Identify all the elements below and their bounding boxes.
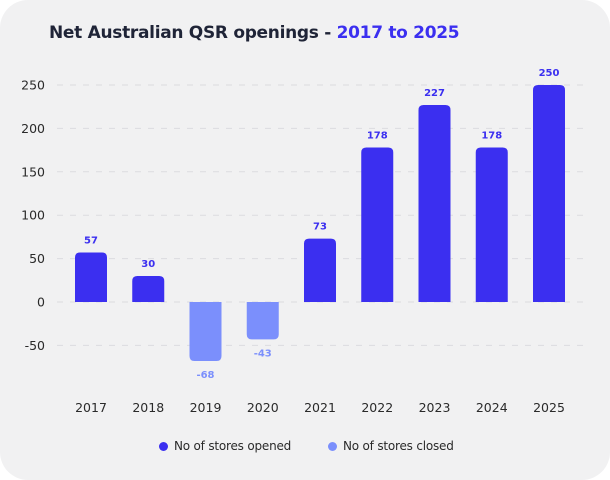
data-label-2022: 178	[367, 130, 388, 141]
x-tick-label: 2024	[476, 400, 508, 415]
x-tick-label: 2022	[361, 400, 393, 415]
data-label-2019: -68	[196, 370, 214, 381]
chart-title: Net Australian QSR openings - 2017 to 20…	[49, 23, 460, 43]
data-label-2025: 250	[539, 68, 560, 79]
legend-dot-opened-icon	[159, 441, 168, 451]
y-axis: 250 200 150 100 50 0 -50	[21, 78, 45, 353]
x-axis: 2017 2018 2019 2020 2021 2022 2023 2024 2025	[75, 400, 565, 415]
y-tick-label: 0	[37, 295, 45, 310]
chart-title-main: Net Australian QSR openings -	[49, 23, 337, 43]
x-tick-label: 2025	[533, 400, 565, 415]
bar-2020[interactable]	[246, 302, 279, 340]
chart-title-accent: 2017 to 2025	[336, 23, 460, 43]
data-label-2021: 73	[313, 222, 327, 233]
x-tick-label: 2023	[419, 400, 451, 415]
legend-label-opened: No of stores opened	[174, 439, 292, 453]
x-tick-label: 2019	[190, 400, 222, 415]
y-tick-label: -50	[25, 338, 45, 353]
bar-2019[interactable]	[189, 302, 222, 362]
x-tick-label: 2018	[132, 400, 164, 415]
data-label-2020: -43	[254, 348, 272, 359]
legend-item-opened[interactable]: No of stores opened	[159, 439, 291, 453]
bar-2021[interactable]	[304, 238, 336, 302]
legend: No of stores opened No of stores closed	[0, 439, 610, 457]
y-tick-label: 200	[21, 121, 45, 136]
data-label-2018: 30	[141, 259, 155, 270]
bars	[75, 85, 565, 362]
gridlines	[57, 84, 588, 346]
legend-item-closed[interactable]: No of stores closed	[328, 439, 454, 453]
bar-2024[interactable]	[475, 147, 508, 302]
bar-2017[interactable]	[75, 252, 107, 302]
data-label-2017: 57	[84, 236, 98, 247]
legend-dot-closed-icon	[328, 441, 337, 451]
bar-2023[interactable]	[418, 104, 451, 303]
bar-2025[interactable]	[533, 85, 565, 302]
x-tick-label: 2017	[75, 400, 107, 415]
y-tick-label: 250	[21, 78, 45, 93]
data-labels: 57 30 -68 -43 73 178 227 178 250	[84, 68, 559, 381]
y-tick-label: 50	[29, 251, 45, 266]
bar-2022[interactable]	[361, 147, 394, 302]
data-label-2024: 178	[481, 130, 502, 141]
legend-label-closed: No of stores closed	[343, 439, 454, 453]
x-tick-label: 2020	[247, 400, 279, 415]
y-tick-label: 100	[21, 208, 45, 223]
y-tick-label: 150	[21, 164, 45, 179]
x-tick-label: 2021	[304, 400, 336, 415]
bar-2018[interactable]	[132, 275, 165, 302]
data-label-2023: 227	[424, 88, 445, 99]
